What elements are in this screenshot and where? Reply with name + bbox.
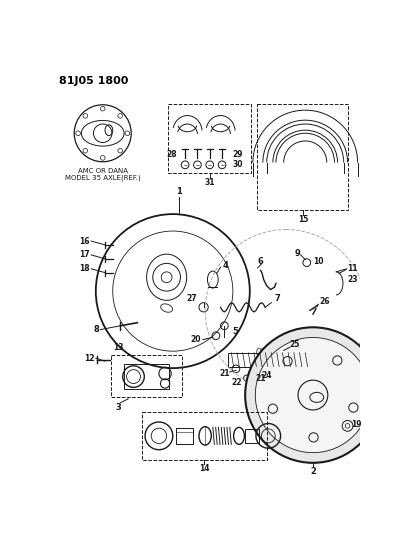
- Text: 8: 8: [93, 325, 99, 334]
- Text: 27: 27: [187, 294, 197, 303]
- Text: 18: 18: [79, 264, 90, 273]
- Text: 16: 16: [79, 237, 90, 246]
- Text: 81J05 1800: 81J05 1800: [59, 76, 128, 85]
- Text: 12: 12: [84, 353, 94, 362]
- Text: 5: 5: [232, 327, 238, 336]
- Text: 14: 14: [199, 464, 210, 473]
- Text: 2: 2: [310, 467, 316, 477]
- Text: 30: 30: [232, 160, 243, 169]
- Text: 1: 1: [176, 187, 182, 196]
- Text: 21: 21: [255, 374, 266, 383]
- Text: 19: 19: [351, 420, 362, 429]
- Text: 6: 6: [257, 256, 263, 265]
- Text: 28: 28: [166, 150, 176, 159]
- Text: 24: 24: [261, 371, 272, 380]
- Text: 10: 10: [313, 256, 324, 265]
- Text: 21: 21: [219, 369, 230, 378]
- Text: 25: 25: [290, 340, 300, 349]
- Bar: [124, 364, 169, 389]
- Text: 4: 4: [222, 261, 228, 270]
- Text: 29: 29: [232, 150, 243, 159]
- Text: 3: 3: [116, 403, 122, 412]
- Text: 23: 23: [348, 275, 358, 284]
- Text: 26: 26: [319, 297, 330, 305]
- Text: 20: 20: [191, 335, 201, 344]
- Circle shape: [245, 327, 381, 463]
- Text: 11: 11: [348, 263, 358, 272]
- Text: 22: 22: [232, 378, 242, 387]
- Bar: [245, 429, 259, 443]
- Bar: [228, 353, 309, 367]
- Text: 31: 31: [205, 178, 215, 187]
- Circle shape: [255, 337, 371, 453]
- Text: AMC OR DANA: AMC OR DANA: [78, 168, 128, 174]
- Text: 13: 13: [113, 343, 123, 352]
- Bar: [176, 428, 193, 443]
- Text: 17: 17: [79, 251, 90, 260]
- Text: 15: 15: [298, 215, 308, 224]
- Text: MODEL 35 AXLE(REF.): MODEL 35 AXLE(REF.): [65, 175, 141, 181]
- Text: 9: 9: [295, 249, 301, 258]
- Text: 7: 7: [274, 294, 280, 303]
